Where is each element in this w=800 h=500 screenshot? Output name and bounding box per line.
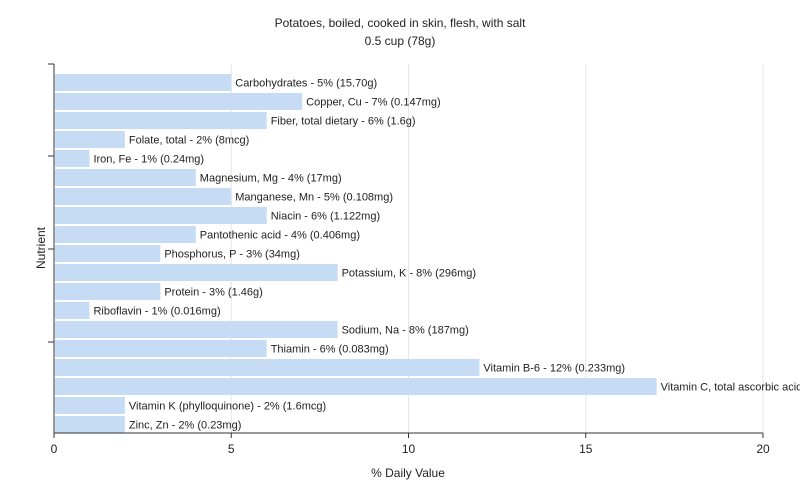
bar	[55, 283, 161, 300]
bar	[55, 321, 338, 338]
bar-label: Vitamin C, total ascorbic acid - 17% (10…	[661, 382, 800, 394]
bar-label: Folate, total - 2% (8mcg)	[129, 135, 249, 147]
bar-label: Protein - 3% (1.46g)	[164, 287, 262, 299]
bar-label: Thiamin - 6% (0.083mg)	[271, 344, 389, 356]
bar	[55, 245, 161, 262]
bar-label: Potassium, K - 8% (296mg)	[342, 268, 477, 280]
bar	[55, 169, 196, 186]
bar	[55, 359, 480, 376]
bar-label: Vitamin B-6 - 12% (0.233mg)	[483, 363, 625, 375]
axes: 0 5 10 15 20	[48, 63, 770, 456]
x-tick-label: 20	[756, 442, 770, 456]
bar	[55, 302, 90, 319]
bar	[55, 74, 232, 91]
bar-label: Magnesium, Mg - 4% (17mg)	[200, 173, 342, 185]
x-tick-label: 5	[228, 442, 235, 456]
chart-title: Potatoes, boiled, cooked in skin, flesh,…	[275, 16, 526, 30]
y-axis-label: Nutrient	[34, 226, 48, 269]
bar	[55, 378, 657, 395]
bar-label: Iron, Fe - 1% (0.24mg)	[93, 154, 204, 166]
bar-label: Phosphorus, P - 3% (34mg)	[164, 249, 300, 261]
bar	[55, 112, 267, 129]
bar-label: Pantothenic acid - 4% (0.406mg)	[200, 230, 360, 242]
bar	[55, 416, 125, 433]
bar-label: Copper, Cu - 7% (0.147mg)	[306, 97, 441, 109]
bar-label: Sodium, Na - 8% (187mg)	[342, 325, 469, 337]
bar-label: Niacin - 6% (1.122mg)	[271, 211, 380, 223]
bar-label: Manganese, Mn - 5% (0.108mg)	[235, 192, 393, 204]
bar	[55, 226, 196, 243]
bar	[55, 207, 267, 224]
bar	[55, 340, 267, 357]
chart-subtitle: 0.5 cup (78g)	[365, 34, 436, 48]
x-tick-label: 10	[402, 442, 416, 456]
bar-label: Carbohydrates - 5% (15.70g)	[235, 78, 377, 90]
x-tick-label: 15	[579, 442, 593, 456]
bar	[55, 397, 125, 414]
bar	[55, 150, 90, 167]
bar	[55, 93, 303, 110]
x-axis-label: % Daily Value	[371, 466, 445, 480]
bar-label: Zinc, Zn - 2% (0.23mg)	[129, 420, 241, 432]
bar	[55, 131, 125, 148]
bar	[55, 188, 232, 205]
bar-label: Fiber, total dietary - 6% (1.6g)	[271, 116, 416, 128]
bar-label: Riboflavin - 1% (0.016mg)	[93, 306, 220, 318]
bar-label: Vitamin K (phylloquinone) - 2% (1.6mcg)	[129, 401, 326, 413]
bar	[55, 264, 338, 281]
bars: Carbohydrates - 5% (15.70g) Copper, Cu - …	[55, 74, 800, 433]
x-tick-label: 0	[51, 442, 58, 456]
